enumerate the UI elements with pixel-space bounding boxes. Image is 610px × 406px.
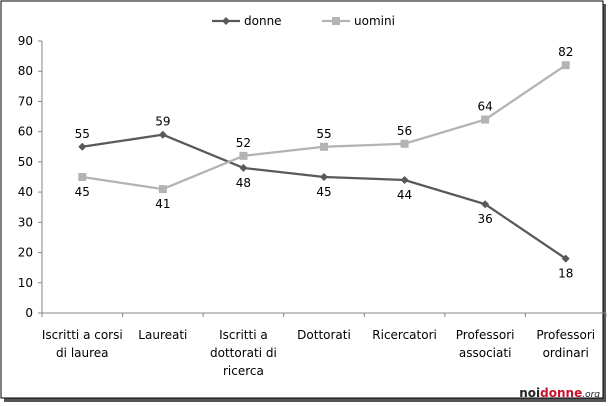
y-tick-label: 30 (18, 215, 33, 229)
data-label-donne: 44 (397, 188, 412, 202)
legend-marker-donne (222, 17, 230, 25)
data-point-donne (158, 130, 167, 139)
x-category-label: Professori (536, 328, 595, 342)
data-label-donne: 48 (236, 176, 251, 190)
data-label-donne: 36 (478, 212, 493, 226)
data-point-donne (320, 173, 328, 181)
x-category-label: Iscritti a (219, 328, 268, 342)
data-point-donne (400, 176, 409, 185)
y-tick-label: 60 (18, 125, 33, 139)
data-point-donne (561, 254, 570, 263)
data-label-donne: 55 (75, 127, 90, 141)
y-tick-label: 70 (18, 94, 33, 108)
watermark-part-noi: noi (519, 386, 541, 400)
legend-label-uomini: uomini (354, 14, 395, 28)
data-point-donne (481, 200, 490, 209)
data-point-donne (239, 163, 248, 172)
x-category-label: associati (459, 346, 512, 360)
watermark-logo: noidonne.org (519, 386, 600, 400)
data-point-donne (78, 142, 87, 151)
y-tick-label: 90 (18, 34, 33, 48)
x-category-label: ricerca (223, 364, 264, 378)
data-label-donne: 18 (558, 267, 573, 281)
legend-label-donne: donne (244, 14, 282, 28)
x-category-label: di laurea (56, 346, 108, 360)
data-label-uomini: 56 (397, 124, 412, 138)
x-category-label: Professori (456, 328, 515, 342)
data-label-uomini: 52 (236, 136, 251, 150)
y-tick-label: 20 (18, 246, 33, 260)
x-category-label: dottorati di (210, 346, 277, 360)
y-tick-label: 80 (18, 64, 33, 78)
x-category-label: Iscritti a corsi (42, 328, 123, 342)
x-category-label: Laureati (138, 328, 187, 342)
x-category-label: Ricercatori (372, 328, 437, 342)
data-point-uomini (158, 185, 167, 194)
data-point-uomini (78, 173, 87, 181)
x-category-label: Dottorati (297, 328, 351, 342)
data-label-uomini: 45 (75, 185, 90, 199)
data-point-uomini (400, 139, 409, 148)
legend-marker-uomini (332, 17, 340, 25)
y-tick-label: 10 (18, 276, 33, 290)
data-point-uomini (481, 115, 490, 124)
data-label-donne: 59 (155, 115, 170, 129)
data-point-uomini (561, 61, 570, 70)
data-label-donne: 45 (316, 185, 331, 199)
y-tick-label: 0 (25, 306, 33, 320)
watermark-part-donne: donne (540, 386, 583, 400)
data-label-uomini: 55 (316, 127, 331, 141)
data-point-uomini (239, 151, 248, 160)
x-category-label: ordinari (543, 346, 589, 360)
data-label-uomini: 64 (478, 100, 493, 114)
watermark-part-org: .org (582, 390, 600, 400)
y-tick-label: 50 (18, 155, 33, 169)
frame-border (0, 0, 604, 399)
y-tick-label: 40 (18, 185, 33, 199)
data-label-uomini: 41 (155, 197, 170, 211)
data-point-uomini (320, 142, 328, 151)
data-label-uomini: 82 (558, 45, 573, 59)
